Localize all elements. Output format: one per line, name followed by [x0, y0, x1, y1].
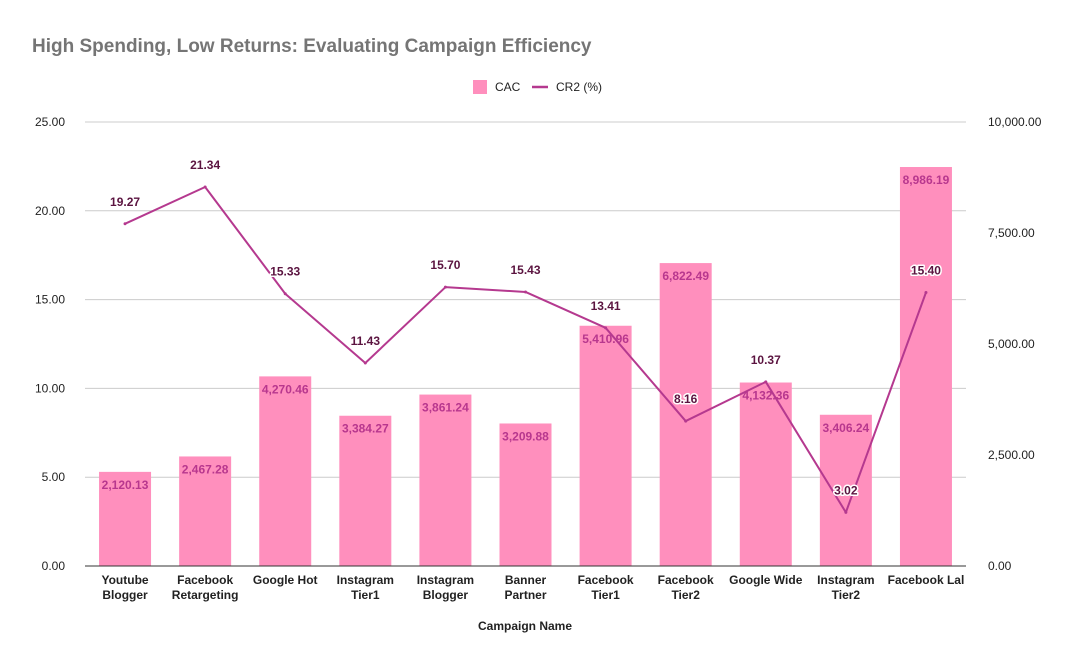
- bar-cac[interactable]: [99, 471, 152, 566]
- bar-value-label: 5,410.96: [582, 332, 629, 346]
- left-tick-label: 15.00: [35, 293, 65, 307]
- x-tick-label: Banner Partner: [504, 573, 546, 602]
- line-value-label: 15.43: [510, 263, 540, 277]
- bar-cac[interactable]: [339, 415, 392, 566]
- cr2-point[interactable]: [443, 285, 447, 289]
- x-tick-label: Google Wide: [729, 573, 803, 587]
- chart-title: High Spending, Low Returns: Evaluating C…: [32, 36, 592, 57]
- x-axis-categories: Youtube Blogger Facebook Retargeting Google …: [101, 573, 964, 602]
- cr2-point[interactable]: [203, 185, 207, 189]
- cr2-point[interactable]: [764, 380, 768, 384]
- legend-item-cac[interactable]: CAC: [473, 80, 521, 94]
- right-axis: 0.00 2,500.00 5,000.00 7,500.00 10,000.00: [988, 115, 1042, 573]
- legend-swatch-cac: [473, 80, 487, 94]
- bar-value-label: 3,209.88: [502, 429, 549, 443]
- bar-cac[interactable]: [259, 376, 312, 566]
- gridlines: [85, 121, 966, 478]
- left-tick-label: 25.00: [35, 115, 65, 129]
- cr2-point[interactable]: [924, 290, 928, 294]
- bars-cac: [99, 167, 952, 566]
- x-tick-label: Facebook Tier2: [658, 573, 714, 602]
- left-axis: 0.00 5.00 10.00 15.00 20.00 25.00: [35, 115, 65, 573]
- line-value-label: 21.34: [190, 158, 220, 172]
- x-tick-label: Youtube Blogger: [101, 573, 148, 602]
- cr2-point[interactable]: [524, 290, 527, 294]
- line-value-label: 10.37: [751, 353, 781, 367]
- bar-value-label: 4,270.46: [262, 382, 309, 396]
- line-value-label: 15.33: [270, 265, 300, 279]
- line-value-label: 15.70: [430, 258, 460, 272]
- left-tick-label: 20.00: [35, 204, 65, 218]
- bar-value-label: 3,861.24: [422, 401, 469, 415]
- legend: CAC CR2 (%): [473, 80, 602, 94]
- bar-cac[interactable]: [419, 394, 472, 566]
- line-value-label: 19.27: [110, 195, 140, 209]
- bar-cac[interactable]: [739, 382, 792, 566]
- x-tick-label: Facebook Tier1: [578, 573, 634, 602]
- right-tick-label: 5,000.00: [988, 337, 1035, 351]
- right-tick-label: 0.00: [988, 559, 1012, 573]
- x-tick-label: Instagram Blogger: [417, 573, 474, 602]
- x-tick-label: Instagram Tier2: [817, 573, 874, 602]
- cr2-point[interactable]: [283, 292, 287, 296]
- x-tick-label: Facebook Retargeting: [172, 573, 239, 602]
- bar-value-label: 3,384.27: [342, 422, 389, 436]
- bar-cac[interactable]: [659, 263, 712, 566]
- line-cr2: [123, 185, 928, 514]
- bar-cac[interactable]: [179, 456, 232, 566]
- bar-cac[interactable]: [499, 423, 552, 566]
- cr2-point[interactable]: [363, 361, 367, 365]
- legend-label-cr2: CR2 (%): [556, 80, 602, 94]
- cr2-point[interactable]: [844, 510, 848, 514]
- line-value-label: 15.40: [911, 263, 941, 277]
- line-value-label: 8.16: [674, 392, 698, 406]
- cr2-point[interactable]: [684, 419, 688, 423]
- line-value-label: 3.02: [834, 483, 858, 497]
- x-axis-title: Campaign Name: [478, 619, 572, 633]
- left-tick-label: 5.00: [42, 470, 66, 484]
- bar-cac[interactable]: [899, 167, 952, 566]
- line-data-labels: 19.27 21.34 15.33 11.43 15.70 15.43 13.41 8.16 1…: [109, 157, 943, 499]
- x-tick-label: Facebook Lal: [888, 573, 965, 587]
- bar-cac[interactable]: [819, 414, 872, 566]
- bar-value-label: 2,120.13: [102, 478, 149, 492]
- bar-value-label: 6,822.49: [662, 269, 709, 283]
- left-tick-label: 0.00: [42, 559, 66, 573]
- bar-value-label: 4,132.36: [742, 389, 789, 403]
- right-tick-label: 2,500.00: [988, 448, 1035, 462]
- line-value-label: 13.41: [591, 299, 621, 313]
- bar-value-label: 8,986.19: [903, 173, 950, 187]
- bar-data-labels: 2,120.13 2,467.28 4,270.46 3,384.27 3,861.24…: [102, 173, 950, 492]
- bar-cac[interactable]: [579, 325, 632, 566]
- legend-label-cac: CAC: [495, 80, 521, 94]
- right-tick-label: 10,000.00: [988, 115, 1042, 129]
- bar-value-label: 3,406.24: [823, 421, 870, 435]
- bar-value-label: 2,467.28: [182, 462, 229, 476]
- x-tick-label: Google Hot: [253, 573, 318, 587]
- legend-item-cr2[interactable]: CR2 (%): [532, 80, 602, 94]
- right-tick-label: 7,500.00: [988, 226, 1035, 240]
- cr2-point[interactable]: [604, 326, 608, 330]
- line-value-label: 11.43: [351, 334, 381, 348]
- left-tick-label: 10.00: [35, 381, 65, 395]
- x-tick-label: Instagram Tier1: [337, 573, 394, 602]
- cr2-point[interactable]: [123, 222, 127, 226]
